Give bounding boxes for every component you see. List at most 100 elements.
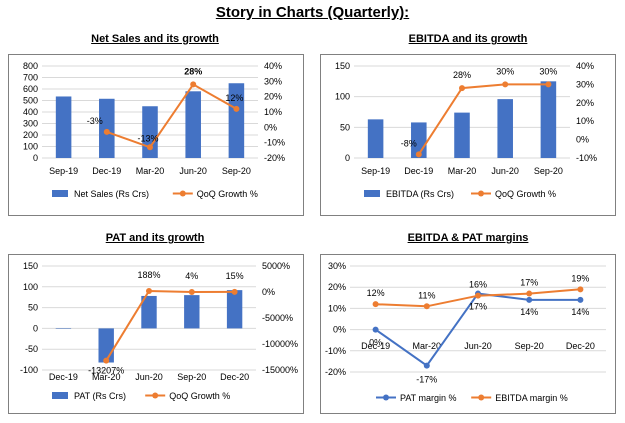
- margins-point: [475, 292, 481, 299]
- margins-x-tick-label: Jun-20: [464, 341, 492, 351]
- net-sales-legend-label: Net Sales (Rs Crs): [74, 189, 149, 199]
- pat-bar: [98, 328, 114, 363]
- page-title: Story in Charts (Quarterly):: [215, 4, 410, 21]
- chart-title-net-sales: Net Sales and its growth: [91, 33, 219, 45]
- margins-legend-marker: [383, 394, 389, 401]
- pat-x-tick-label: Sep-20: [177, 372, 206, 382]
- ebitda-y-tick-label: 100: [335, 92, 350, 102]
- margins-data-label: 17%: [520, 278, 538, 288]
- margins-y-tick-label: 10%: [328, 303, 346, 313]
- pat-bar: [226, 290, 243, 329]
- ebitda-bar: [497, 99, 513, 158]
- pat-data-label: 15%: [226, 271, 244, 281]
- net-sales-y-tick-label: 500: [23, 96, 38, 106]
- ebitda-point: [502, 81, 509, 88]
- ebitda-data-label: 30%: [539, 66, 557, 76]
- ebitda-bar: [540, 81, 557, 158]
- margins-point: [526, 296, 533, 303]
- margins-chart: -20% -10% 0% 10% 20% 30% Dec-19 Mar-20 Jun-20 Sep…: [320, 254, 616, 414]
- margins-data-label: 17%: [469, 302, 487, 312]
- margins-point: [577, 296, 584, 303]
- net-sales-bar: [185, 91, 201, 158]
- net-sales-y-tick-label: 800: [23, 61, 38, 71]
- ebitda-y2-tick-label: 40%: [576, 61, 594, 71]
- pat-y2-tick-label: -5000%: [262, 313, 293, 323]
- net-sales-x-tick-label: Dec-19: [92, 166, 121, 176]
- pat-y2-tick-label: -15000%: [262, 365, 298, 375]
- net-sales-x-tick-label: Sep-20: [222, 166, 251, 176]
- net-sales-y2-tick-label: -20%: [264, 153, 285, 163]
- margins-data-label: 14%: [520, 307, 538, 317]
- net-sales-bar: [55, 96, 72, 158]
- net-sales-y-tick-label: 700: [23, 73, 38, 83]
- pat-x-tick-label: Dec-19: [49, 372, 78, 382]
- net-sales-series-line: [106, 83, 237, 149]
- margins-point: [423, 303, 430, 310]
- chart-title-margins: EBITDA & PAT margins: [407, 232, 529, 244]
- ebitda-x-tick-label: Jun-20: [491, 166, 519, 176]
- pat-chart: -100 -50 0 50 100 150 -15000% -10000% -5000% 0% 50…: [8, 254, 304, 414]
- net-sales-data-label: 28%: [184, 66, 202, 76]
- pat-y-tick-label: -50: [25, 344, 38, 354]
- ebitda-point: [415, 151, 422, 158]
- margins-x-tick-label: Mar-20: [413, 341, 442, 351]
- ebitda-data-label: 30%: [496, 66, 514, 76]
- chart-title-pat: PAT and its growth: [105, 232, 205, 244]
- pat-bar: [55, 328, 72, 329]
- margins-data-label: 14%: [571, 307, 589, 317]
- pat-y-tick-label: -100: [20, 365, 38, 375]
- pat-legend-label: PAT (Rs Crs): [74, 391, 126, 401]
- net-sales-x-tick-label: Sep-19: [49, 166, 78, 176]
- ebitda-y2-tick-label: -10%: [576, 153, 597, 163]
- net-sales-point: [147, 144, 153, 151]
- margins-point: [372, 301, 379, 308]
- pat-y2-tick-label: 0%: [262, 287, 275, 297]
- pat-x-tick-label: Jun-20: [135, 372, 163, 382]
- margins-y-tick-label: 30%: [328, 261, 346, 271]
- net-sales-x-tick-label: Jun-20: [179, 166, 207, 176]
- net-sales-point: [233, 105, 240, 112]
- net-sales-bar: [228, 83, 245, 158]
- chart-title-ebitda: EBITDA and its growth: [408, 33, 528, 45]
- ebitda-legend-label: QoQ Growth %: [495, 189, 556, 199]
- margins-data-label: 12%: [367, 288, 385, 298]
- pat-bar: [184, 295, 200, 329]
- net-sales-y2-tick-label: 20%: [264, 92, 282, 102]
- net-sales-y-tick-label: 200: [23, 130, 38, 140]
- net-sales-y-tick-label: 0: [33, 153, 38, 163]
- net-sales-data-label: -13%: [137, 133, 158, 143]
- ebitda-point: [459, 85, 465, 92]
- margins-y-tick-label: 0%: [333, 325, 346, 335]
- ebitda-legend-marker: [478, 190, 484, 197]
- pat-legend-label: QoQ Growth %: [169, 391, 230, 401]
- pat-bar: [141, 295, 157, 329]
- net-sales-data-label: -3%: [87, 116, 103, 126]
- pat-y-tick-label: 50: [28, 303, 38, 313]
- pat-point: [146, 288, 152, 295]
- ebitda-y-tick-label: 0: [345, 153, 350, 163]
- net-sales-y2-tick-label: 30%: [264, 76, 282, 86]
- ebitda-chart: 0 50 100 150 -10% 0% 10% 20% 30% 40% Sep-19 Dec-19 M…: [320, 54, 616, 216]
- pat-series-line: [105, 289, 235, 362]
- margins-data-label: -17%: [416, 375, 437, 385]
- pat-point: [231, 288, 238, 295]
- margins-legend-label: PAT margin %: [400, 393, 457, 403]
- margins-data-label: 16%: [469, 280, 487, 290]
- margins-data-label: 11%: [418, 290, 435, 300]
- ebitda-series-line: [417, 83, 549, 155]
- ebitda-legend-swatch: [364, 190, 380, 197]
- net-sales-point: [103, 128, 110, 135]
- pat-x-tick-label: Mar-20: [92, 372, 121, 382]
- margins-x-tick-label: Dec-19: [361, 341, 390, 351]
- net-sales-legend-marker: [179, 190, 186, 197]
- pat-y2-tick-label: -10000%: [262, 339, 298, 349]
- ebitda-y2-tick-label: 20%: [576, 98, 594, 108]
- ebitda-bar: [454, 112, 470, 158]
- ebitda-y2-tick-label: 10%: [576, 116, 594, 126]
- net-sales-y-tick-label: 600: [23, 84, 38, 94]
- margins-legend-marker: [478, 394, 485, 401]
- margins-frame: [320, 254, 616, 414]
- pat-point: [188, 288, 195, 295]
- pat-y-tick-label: 150: [23, 261, 38, 271]
- net-sales-y2-tick-label: 40%: [264, 61, 282, 71]
